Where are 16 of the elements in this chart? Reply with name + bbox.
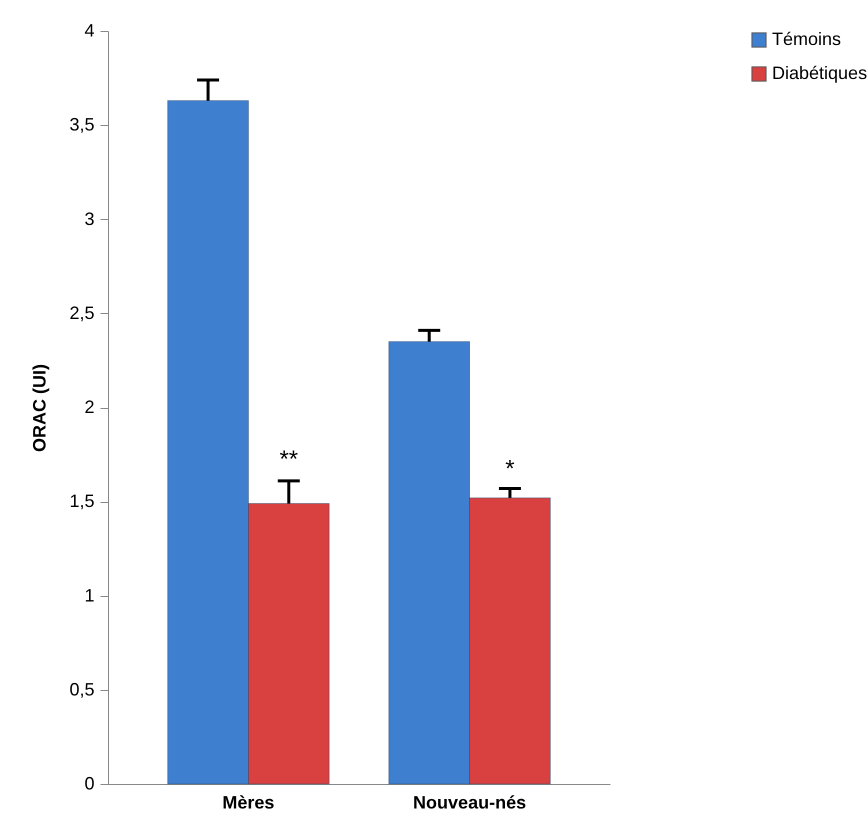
y-tick-label: 0,5 <box>69 679 94 700</box>
y-tick-label: 2 <box>84 397 94 417</box>
y-axis-title: ORAC (UI) <box>29 364 50 452</box>
y-tick-label: 1,5 <box>69 491 94 512</box>
y-tick-label: 4 <box>84 20 94 40</box>
annotation: * <box>505 456 515 483</box>
y-tick-label: 1 <box>84 585 94 606</box>
x-tick-label: Mères <box>222 792 274 812</box>
legend-label: Diabétiques <box>772 63 867 83</box>
x-tick-label: Nouveau-nés <box>413 792 526 812</box>
y-tick-label: 0 <box>84 774 94 794</box>
y-tick-label: 3,5 <box>69 114 94 135</box>
legend-label: Témoins <box>772 29 842 49</box>
annotation: ** <box>279 446 298 474</box>
y-tick-label: 3 <box>84 208 94 229</box>
y-tick-label: 2,5 <box>69 302 94 323</box>
